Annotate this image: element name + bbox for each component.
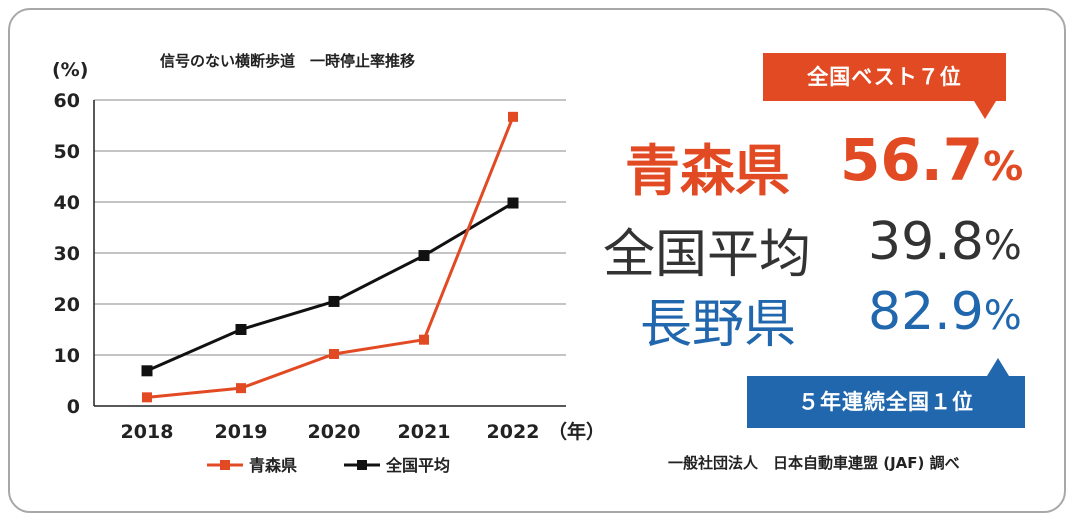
nagano-value: 82.9% — [868, 282, 1022, 342]
data-point-1-2021 — [418, 250, 430, 262]
y-tick-label-60: 60 — [54, 90, 80, 112]
national-average-value: 39.8% — [868, 212, 1022, 272]
aomori-value: 56.7% — [840, 126, 1023, 194]
legend-marker-1 — [357, 460, 367, 470]
nagano-name: 長野県 — [640, 295, 797, 355]
y-tick-label-40: 40 — [54, 192, 80, 214]
x-tick-label-2022: 2022 — [487, 421, 540, 443]
data-point-0-2019 — [236, 383, 246, 394]
x-tick-label-2021: 2021 — [398, 421, 451, 443]
y-tick-label-50: 50 — [54, 141, 80, 163]
national-average-name: 全国平均 — [603, 225, 812, 285]
data-point-1-2020 — [328, 295, 340, 307]
x-tick-label-2020: 2020 — [308, 421, 361, 443]
grid-lines — [94, 99, 566, 356]
y-tick-label-0: 0 — [67, 396, 80, 418]
legend-marker-0 — [220, 460, 230, 470]
x-axis-unit: （年） — [548, 420, 605, 443]
y-tick-label-30: 30 — [54, 243, 80, 265]
x-tick-label-2019: 2019 — [215, 421, 268, 443]
data-point-0-2022 — [508, 111, 518, 122]
x-tick-label-2018: 2018 — [121, 421, 174, 443]
y-axis-unit: (%) — [52, 59, 88, 81]
chart-title: 信号のない横断歩道 一時停止率推移 — [160, 52, 415, 70]
legend-label-1: 全国平均 — [385, 456, 450, 475]
series-line-1 — [146, 201, 514, 373]
legend-label-0: 青森県 — [249, 456, 297, 475]
y-tick-label-10: 10 — [54, 345, 80, 367]
national-average-value-unit: % — [983, 223, 1022, 269]
data-point-1-2022 — [507, 197, 519, 209]
consecutive-first-badge: ５年連続全国１位 — [747, 358, 1025, 428]
nagano-value-unit: % — [983, 293, 1022, 339]
source-note: 一般社団法人 日本自動車連盟 (JAF) 調べ — [668, 454, 960, 472]
y-tick-labels: 0 10 20 30 40 50 60 — [54, 90, 80, 418]
y-tick-label-20: 20 — [54, 294, 80, 316]
data-point-1-2018 — [141, 365, 153, 377]
aomori-value-number: 56.7 — [840, 126, 984, 194]
aomori-name: 青森県 — [625, 139, 791, 203]
legend: 青森県 全国平均 — [207, 456, 450, 475]
data-point-1-2019 — [235, 324, 247, 335]
best-rank-badge: 全国ベスト７位 — [763, 53, 1006, 119]
aomori-value-unit: % — [983, 144, 1024, 190]
x-tick-labels: 2018 2019 2020 2021 2022 — [121, 421, 540, 443]
data-point-0-2018 — [142, 392, 152, 403]
national-average-value-number: 39.8 — [868, 212, 984, 272]
data-point-0-2020 — [329, 348, 339, 359]
nagano-value-number: 82.9 — [868, 282, 984, 342]
series-group — [141, 111, 519, 403]
data-point-0-2021 — [419, 334, 429, 345]
